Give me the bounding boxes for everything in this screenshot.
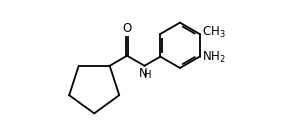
Text: O: O [122, 21, 132, 35]
Text: N: N [139, 67, 148, 80]
Text: CH$_3$: CH$_3$ [202, 25, 226, 40]
Text: NH$_2$: NH$_2$ [202, 50, 226, 65]
Text: H: H [144, 70, 151, 80]
